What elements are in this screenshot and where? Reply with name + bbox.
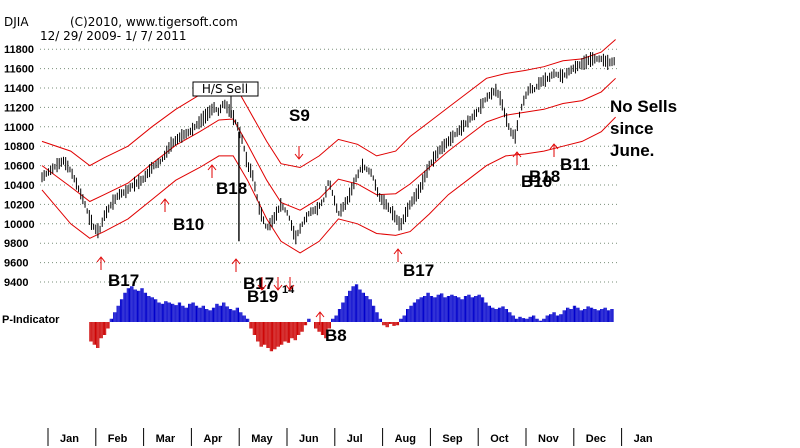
x-axis-months: Jan Feb Mar Apr May Jun Jul Aug Sep Oct Nov Dec Jan — [0, 427, 800, 446]
signal-label: S9 — [289, 106, 310, 125]
x-month-label: Jan — [60, 433, 79, 445]
signal-arrow-head — [257, 284, 267, 291]
p-indicator-label: P-Indicator — [2, 314, 60, 326]
signal-label: B18 — [216, 179, 247, 198]
x-month-label: Aug — [395, 433, 416, 445]
y-tick-label: 11400 — [4, 83, 34, 95]
note-line-1: No Sells — [610, 97, 677, 116]
copyright-label: (C)2010, www.tigersoft.com — [70, 15, 238, 29]
x-month-label: May — [251, 433, 273, 445]
p-indicator-histogram — [89, 284, 614, 352]
chart-header: DJIA (C)2010, www.tigersoft.com 12/ 29/ … — [4, 15, 238, 43]
y-tick-label: 10000 — [4, 219, 35, 231]
x-month-label: Jun — [299, 433, 319, 445]
note-line-3: June. — [610, 141, 654, 160]
signal-label: B11 — [560, 155, 590, 174]
x-month-label: Apr — [203, 433, 223, 445]
x-month-label: Jan — [634, 433, 653, 445]
signal-arrow-head — [315, 311, 325, 318]
note-line-2: since — [610, 119, 653, 138]
upper-band-line — [41, 39, 616, 169]
signal-label: B8 — [325, 326, 347, 345]
signal-label: B10 — [521, 172, 552, 191]
y-tick-label: 10800 — [4, 141, 35, 153]
y-tick-label: 9800 — [4, 238, 28, 250]
signal-arrow-head — [160, 198, 170, 205]
x-month-label: Mar — [156, 433, 176, 445]
y-tick-label: 11200 — [4, 102, 34, 114]
signal-arrow-head — [294, 153, 304, 160]
signal-arrow-head — [393, 248, 403, 255]
hs-sell-box — [192, 81, 259, 97]
signal-label: B18 — [529, 167, 560, 186]
x-month-label: Dec — [586, 433, 606, 445]
y-tick-label: 11600 — [4, 64, 34, 76]
x-month-label: Jul — [347, 433, 363, 445]
signal-arrow-head — [96, 256, 106, 263]
price-bars — [41, 52, 615, 245]
y-tick-label: 10400 — [4, 180, 35, 192]
lower-band-line — [41, 116, 616, 254]
signal-arrow-head — [231, 258, 241, 265]
x-month-label: Nov — [538, 433, 560, 445]
signal-arrow-head — [273, 284, 283, 291]
x-month-label: Oct — [490, 433, 509, 445]
signal-arrow-head — [512, 151, 522, 158]
date-range-label: 12/ 29/ 2009- 1/ 7/ 2011 — [40, 29, 186, 43]
y-tick-label: 11800 — [4, 44, 34, 56]
signal-label: B17 — [403, 261, 434, 280]
signal-arrow-head — [207, 164, 217, 171]
y-tick-label: 9600 — [4, 258, 28, 270]
signal-label: B19 — [247, 287, 278, 306]
y-tick-label: 11000 — [4, 122, 34, 134]
signal-label: B10 — [173, 215, 204, 234]
signal-label: B17 — [108, 271, 139, 290]
signal-label-hs-sell: H/S Sell — [202, 82, 248, 96]
y-axis-ticks: 9400 9600 9800 10000 10200 10400 10600 10800 110… — [4, 44, 35, 289]
x-month-label: Sep — [442, 433, 462, 445]
signal-label: B17 — [243, 274, 274, 293]
signal-arrow-head — [549, 143, 559, 150]
signal-arrow-head — [285, 284, 295, 291]
no-sells-note: No Sells since June. — [610, 97, 677, 160]
ticker-label: DJIA — [4, 15, 29, 29]
y-tick-label: 10600 — [4, 161, 35, 173]
y-tick-label: 9400 — [4, 277, 28, 289]
y-tick-label: 10200 — [4, 199, 35, 211]
x-month-label: Feb — [108, 433, 128, 445]
